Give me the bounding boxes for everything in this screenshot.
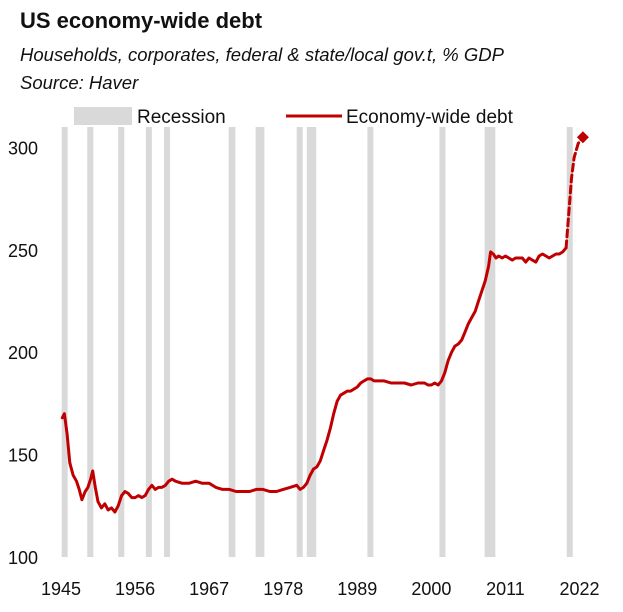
recession-band bbox=[228, 127, 236, 557]
y-tick-label: 100 bbox=[8, 548, 38, 568]
y-tick-label: 200 bbox=[8, 343, 38, 363]
x-tick-label: 2000 bbox=[411, 579, 451, 599]
debt-series bbox=[60, 131, 589, 514]
x-tick-label: 2011 bbox=[486, 579, 525, 599]
legend-recession-swatch bbox=[74, 107, 132, 125]
recession-band bbox=[367, 127, 374, 557]
x-tick-label: 1945 bbox=[41, 579, 81, 599]
recession-band bbox=[118, 127, 125, 557]
axes: 100 150 200 250 300 1945 1956 1967 1978 1989 2000 2… bbox=[8, 138, 600, 599]
y-tick-label: 300 bbox=[8, 138, 38, 158]
recession-band bbox=[566, 127, 573, 557]
legend-recession-label: Recession bbox=[137, 107, 226, 128]
y-tick-label: 250 bbox=[8, 241, 38, 261]
y-tick-label: 150 bbox=[8, 446, 38, 466]
recession-band bbox=[87, 127, 94, 557]
x-tick-label: 1978 bbox=[263, 579, 303, 599]
chart-subtitle: Households, corporates, federal & state/… bbox=[20, 44, 504, 65]
x-tick-label: 2022 bbox=[560, 579, 600, 599]
recession-band bbox=[306, 127, 317, 557]
debt-projection-line bbox=[564, 135, 585, 250]
recession-band bbox=[296, 127, 303, 557]
recession-band bbox=[255, 127, 265, 557]
legend-debt-label: Economy-wide debt bbox=[346, 107, 514, 128]
x-tick-label: 1967 bbox=[189, 579, 229, 599]
x-tick-label: 1989 bbox=[337, 579, 377, 599]
x-tick-label: 1956 bbox=[115, 579, 155, 599]
recession-band bbox=[484, 127, 496, 557]
debt-line bbox=[60, 246, 568, 514]
chart-source: Source: Haver bbox=[20, 72, 139, 93]
debt-endpoint-marker bbox=[576, 131, 589, 144]
recession-band bbox=[145, 127, 152, 557]
recession-band bbox=[439, 127, 446, 557]
recession-band bbox=[164, 127, 171, 557]
legend: Recession Economy-wide debt bbox=[74, 107, 514, 128]
chart-title: US economy-wide debt bbox=[20, 8, 263, 33]
recession-band bbox=[61, 127, 68, 557]
recession-bands bbox=[61, 127, 573, 557]
